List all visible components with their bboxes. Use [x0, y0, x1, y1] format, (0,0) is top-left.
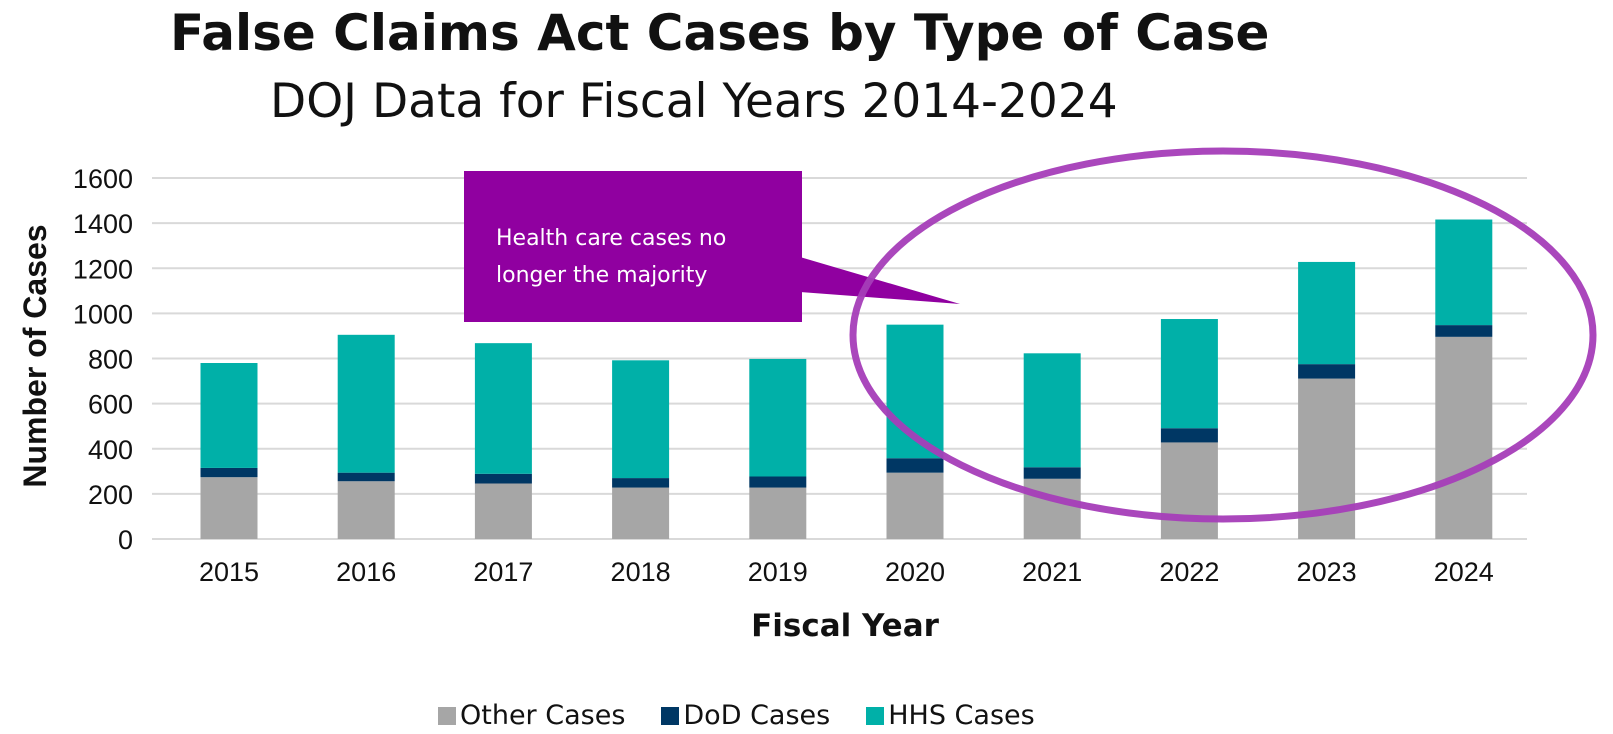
- bar-other-cases-2020: [886, 472, 944, 539]
- x-axis-label: Fiscal Year: [751, 608, 940, 644]
- bar-other-cases-2015: [200, 477, 258, 539]
- legend-item-dod: DoD Cases: [661, 700, 830, 731]
- legend-swatch-dod: [661, 706, 680, 725]
- legend-swatch-hhs: [866, 706, 885, 725]
- bar-dod-cases-2018: [612, 478, 670, 488]
- y-tick-label: 1200: [73, 254, 133, 284]
- bar-dod-cases-2019: [749, 476, 807, 488]
- callout-pointer: [800, 257, 960, 304]
- bar-dod-cases-2016: [337, 472, 395, 482]
- legend-label-dod: DoD Cases: [683, 700, 831, 731]
- x-tick-label: 2024: [1434, 557, 1494, 587]
- bar-hhs-cases-2021: [1023, 353, 1081, 468]
- x-tick-label: 2019: [748, 557, 808, 587]
- callout-box: [464, 171, 802, 322]
- x-tick-label: 2015: [199, 557, 259, 587]
- x-tick-label: 2020: [885, 557, 945, 587]
- bar-other-cases-2017: [474, 483, 532, 539]
- bar-dod-cases-2022: [1160, 428, 1218, 443]
- legend-item-other: Other Cases: [438, 700, 625, 731]
- y-tick-label: 1000: [73, 299, 133, 329]
- y-tick-label: 1400: [73, 209, 133, 239]
- callout-text: Health care cases no longer the majority: [496, 220, 796, 294]
- callout-annotation: [464, 171, 960, 322]
- y-tick-label: 600: [88, 390, 133, 420]
- bar-hhs-cases-2019: [749, 358, 807, 477]
- y-tick-label: 0: [118, 525, 133, 555]
- callout-line-1: Health care cases no: [496, 226, 727, 251]
- x-tick-label: 2021: [1022, 557, 1082, 587]
- y-axis-label: Number of Cases: [17, 224, 53, 487]
- y-tick-label: 800: [88, 345, 133, 375]
- bar-other-cases-2021: [1023, 478, 1081, 539]
- bar-hhs-cases-2015: [200, 363, 258, 468]
- bar-hhs-cases-2024: [1435, 219, 1493, 326]
- y-tick-label: 1600: [73, 164, 133, 194]
- x-tick-label: 2017: [473, 557, 533, 587]
- bar-other-cases-2022: [1160, 442, 1218, 539]
- highlight-ellipse: [849, 147, 1597, 523]
- legend-label-hhs: HHS Cases: [888, 700, 1035, 731]
- x-tick-label: 2022: [1159, 557, 1219, 587]
- y-tick-labels: 0 200 400 600 800 1000 1200 1400 1600: [73, 164, 133, 555]
- bar-other-cases-2019: [749, 487, 807, 539]
- x-tick-label: 2023: [1297, 557, 1357, 587]
- y-tick-label: 200: [88, 480, 133, 510]
- bar-hhs-cases-2016: [337, 334, 395, 473]
- bar-dod-cases-2021: [1023, 467, 1081, 479]
- legend-label-other: Other Cases: [460, 700, 626, 731]
- bar-other-cases-2016: [337, 481, 395, 539]
- x-tick-label: 2018: [611, 557, 671, 587]
- chart-title: False Claims Act Cases by Type of Case: [170, 4, 1270, 62]
- bar-hhs-cases-2018: [612, 360, 670, 479]
- callout-line-2: longer the majority: [496, 263, 708, 288]
- chart-subtitle: DOJ Data for Fiscal Years 2014-2024: [270, 74, 1118, 129]
- bar-hhs-cases-2017: [474, 343, 532, 474]
- bar-other-cases-2018: [612, 487, 670, 539]
- x-tick-label: 2016: [336, 557, 396, 587]
- bar-dod-cases-2015: [200, 467, 258, 478]
- bar-dod-cases-2023: [1298, 364, 1356, 379]
- bar-hhs-cases-2022: [1160, 319, 1218, 429]
- bar-dod-cases-2024: [1435, 325, 1493, 337]
- bar-dod-cases-2020: [886, 458, 944, 473]
- legend-swatch-other: [438, 706, 456, 725]
- x-tick-labels: 2015 2016 2017 2018 2019 2020 2021 2022 2023 2024: [199, 557, 1494, 587]
- y-tick-label: 400: [88, 435, 133, 465]
- bar-hhs-cases-2023: [1298, 261, 1356, 365]
- legend-item-hhs: HHS Cases: [866, 700, 1035, 731]
- legend: Other Cases DoD Cases HHS Cases: [438, 700, 1035, 731]
- bar-other-cases-2024: [1435, 336, 1493, 539]
- bar-dod-cases-2017: [474, 473, 532, 484]
